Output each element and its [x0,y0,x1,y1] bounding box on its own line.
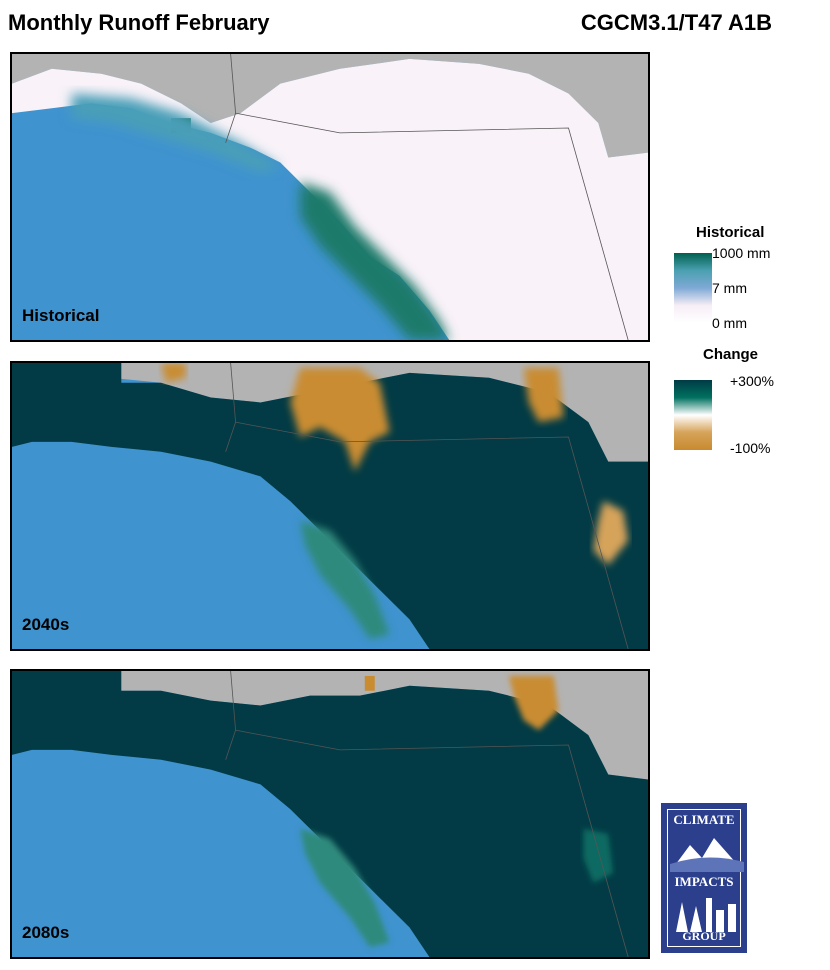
change-high-land [12,363,648,649]
legend-label-plus300: +300% [730,373,774,389]
change-decrease-1 [290,367,390,472]
change-decrease-2 [364,675,375,691]
logo-text-climate: CLIMATE [673,812,735,827]
coastal-medium-runoff [71,93,281,173]
legend-ramp-change [674,380,712,450]
change-high-land [12,671,648,957]
model-title: CGCM3.1/T47 A1B [580,10,772,35]
panel-label-2080s: 2080s [22,923,70,942]
2080s-map-panel: 2080s [10,669,650,959]
panel-label-2040s: 2040s [22,615,70,634]
forest-icon [676,898,736,932]
change-decrease-2 [523,367,564,423]
inland-moderate [583,828,614,884]
mountain-icon [670,838,744,872]
coastal-mixed [300,520,390,640]
legend-title-historical: Historical [696,224,765,241]
map-title: Monthly Runoff February [8,10,270,35]
logo-text-group: GROUP [682,929,726,943]
climate-impacts-group-logo: CLIMATE IMPACTS GROUP [661,803,747,953]
legend-ramp-historical [674,253,712,323]
legend-label-7mm: 7 mm [712,280,747,296]
legend-title-change: Change [703,346,759,363]
coastal-mixed [300,828,390,948]
historical-map-panel: Historical [10,52,650,342]
logo-text-impacts: IMPACTS [674,874,734,889]
change-decrease-3 [593,501,629,566]
coastal-high-runoff [300,182,450,340]
change-decrease-1 [508,675,559,731]
2040s-map-panel: 2040s [10,361,650,651]
legend-label-1000mm: 1000 mm [712,245,771,261]
change-decrease-4 [161,363,186,383]
legend-label-minus100: -100% [730,440,771,456]
panel-label-historical: Historical [22,306,100,325]
nodata-land [12,54,648,158]
2080s-map [12,671,648,957]
historical-map [12,54,648,340]
2040s-map [12,363,648,649]
legend-label-0mm: 0 mm [712,315,747,331]
